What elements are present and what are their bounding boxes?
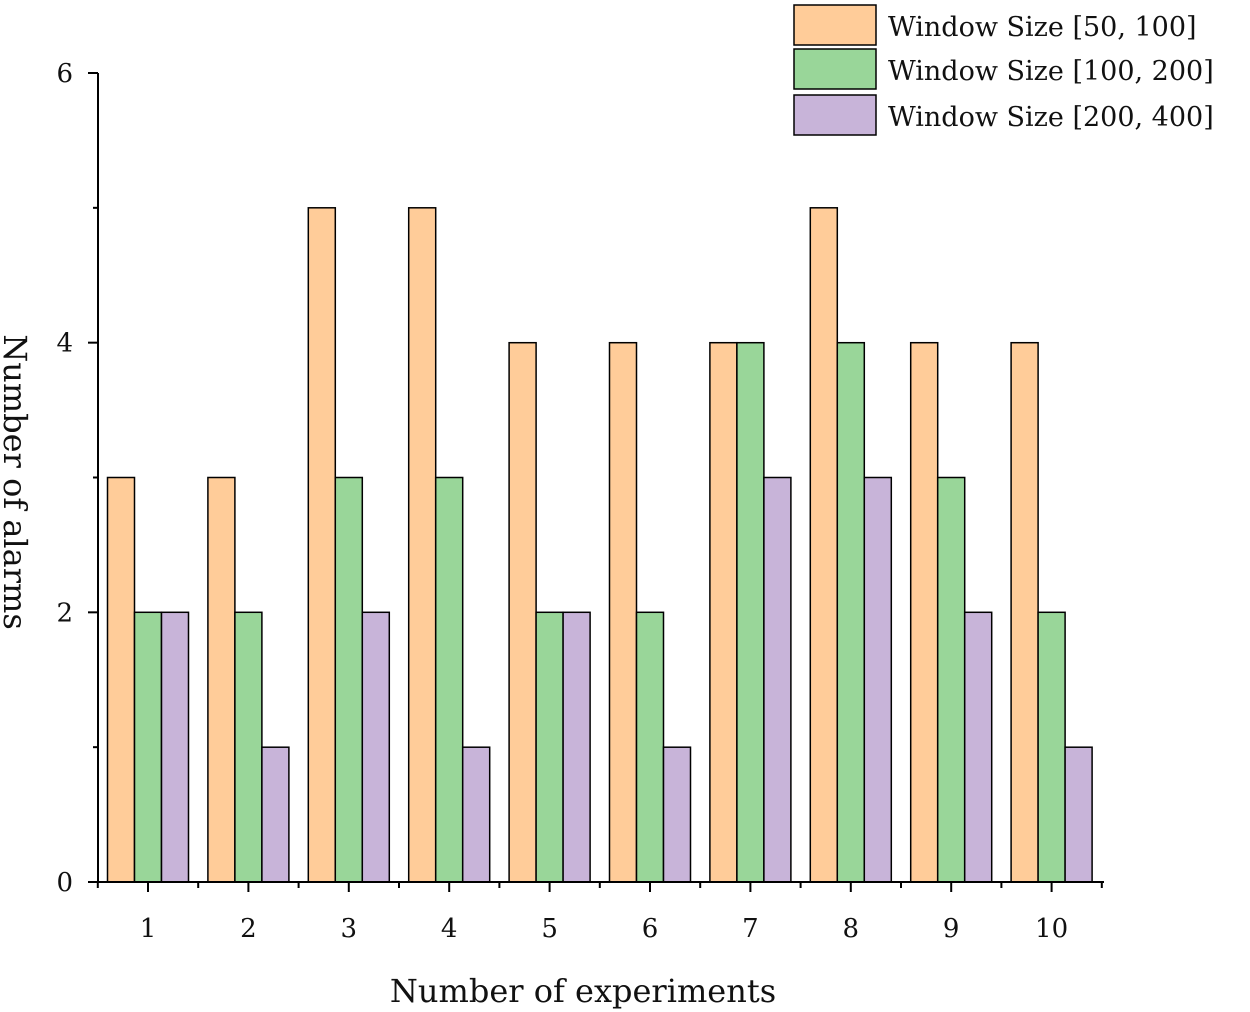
bar-series-1-cat-2 — [207, 476, 236, 883]
bar-series-1-cat-3 — [307, 207, 337, 883]
y-axis-title: Number of alarms — [0, 334, 34, 630]
y-tick-label-2: 2 — [56, 598, 73, 628]
bar-series-2-cat-2 — [234, 611, 263, 883]
bar-series-2-cat-3 — [334, 476, 364, 883]
bar-series-2-cat-6 — [635, 611, 665, 883]
bar-series-2-cat-8 — [836, 341, 866, 883]
bar-series-1-cat-8 — [809, 207, 839, 883]
bars-group — [106, 207, 1093, 883]
bar-series-2-cat-5 — [535, 611, 564, 883]
legend: Window Size [50, 100] Window Size [100, 2… — [793, 4, 1214, 136]
x-tick-label-7: 7 — [742, 914, 759, 944]
y-tick-label-6: 6 — [56, 59, 73, 89]
bar-series-1-cat-1 — [106, 476, 136, 883]
bar-series-3-cat-6 — [662, 746, 692, 883]
x-ticks-group: 1 2 3 4 5 6 7 8 9 10 — [96, 882, 1103, 944]
bar-series-3-cat-3 — [361, 611, 391, 883]
bar-series-2-cat-7 — [736, 341, 765, 883]
x-tick-label-8: 8 — [843, 914, 860, 944]
bar-series-1-cat-6 — [608, 341, 638, 883]
bar-series-1-cat-9 — [909, 341, 939, 883]
legend-swatch-1 — [793, 4, 877, 46]
x-tick-label-6: 6 — [642, 914, 659, 944]
bar-series-1-cat-5 — [508, 341, 537, 883]
y-tick-label-4: 4 — [56, 329, 73, 359]
legend-label-2: Window Size [100, 200] — [888, 56, 1214, 87]
x-tick-label-4: 4 — [441, 914, 458, 944]
bar-series-3-cat-5 — [562, 611, 591, 883]
x-tick-label-5: 5 — [541, 914, 558, 944]
bar-series-3-cat-4 — [461, 746, 491, 883]
x-axis-title: Number of experiments — [390, 972, 776, 1010]
bar-series-3-cat-7 — [763, 476, 792, 883]
legend-label-3: Window Size [200, 400] — [888, 102, 1214, 133]
legend-swatch-3 — [793, 94, 877, 136]
bar-series-1-cat-7 — [709, 341, 738, 883]
x-tick-label-10: 10 — [1035, 914, 1068, 944]
legend-label-1: Window Size [50, 100] — [888, 12, 1197, 43]
bar-series-1-cat-4 — [407, 207, 437, 883]
bar-series-1-cat-10 — [1010, 341, 1039, 883]
legend-swatch-2 — [793, 48, 877, 90]
x-tick-label-9: 9 — [943, 914, 960, 944]
x-tick-label-1: 1 — [140, 914, 157, 944]
bar-series-2-cat-1 — [133, 611, 163, 883]
bar-series-3-cat-9 — [963, 611, 993, 883]
bar-series-3-cat-2 — [261, 746, 290, 883]
bar-series-2-cat-9 — [936, 476, 966, 883]
x-tick-label-2: 2 — [240, 914, 257, 944]
y-tick-label-0: 0 — [56, 868, 73, 898]
bar-series-2-cat-10 — [1037, 611, 1066, 883]
bar-series-3-cat-1 — [160, 611, 190, 883]
bar-series-2-cat-4 — [434, 476, 464, 883]
y-ticks-group: 0 2 4 6 — [56, 59, 98, 898]
x-tick-label-3: 3 — [341, 914, 358, 944]
bar-series-3-cat-10 — [1064, 746, 1093, 883]
bar-series-3-cat-8 — [863, 476, 893, 883]
